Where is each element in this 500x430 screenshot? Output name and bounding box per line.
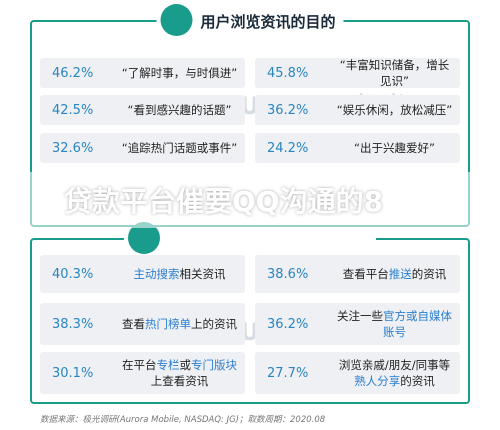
item-text: “看到感兴趣的话题” [127,103,232,117]
item-percent: 27.7% [267,365,309,381]
item-text: “追踪热门话题或事件” [121,141,238,155]
item-cell: 30.1% 在平台专栏或专门版块上查看资讯 [40,352,245,394]
text-part: 或 [179,358,192,372]
item-percent: 42.5% [52,102,94,118]
icon [160,4,193,36]
item-percent: 36.2% [267,316,309,332]
item-percent: 32.6% [52,140,94,156]
item-text: 查看平台推送的资讯 [335,266,460,282]
text-part: 专栏 [156,358,180,372]
item-cell: 42.5% “看到感兴趣的话题” [40,95,245,125]
text-part: 上的资讯 [191,317,237,331]
source: 数据来源：极光调研(Aurora Mobile, NASDAQ: JG)；取数周… [40,415,326,425]
section-title: 用户浏览资讯的目的 [156,4,344,36]
item-text: “丰富知识储备，增长见识” [339,58,450,88]
item-text: “了解时事，与时俱进” [121,66,238,80]
item-percent: 30.1% [52,365,94,381]
banner: 贷款平台催要QQ沟通的8 [0,172,500,228]
text-part: 官方或自媒体账号 [383,309,452,339]
item-text: 主动搜索相关资讯 [120,266,245,282]
item-cell: 36.2% “娱乐休闲，放松减压” [255,95,460,125]
item-text: “出于兴趣爱好” [354,141,435,155]
item-percent: 46.2% [52,65,94,81]
item-percent: 38.6% [267,266,309,282]
item-percent: 45.8% [267,65,309,81]
item-cell: 27.7% 浏览亲戚/朋友/同事等熟人分享的资讯 [255,352,460,394]
item-cell: 24.2% “出于兴趣爱好” [255,133,460,163]
text-part: 的资讯 [411,267,447,281]
item-cell: 36.2% 关注一些官方或自媒体账号 [255,303,460,345]
section-title [124,222,376,254]
item-text: 查看热门榜单上的资讯 [120,316,245,332]
title-text: 用户浏览资讯的目的 [200,13,336,31]
text-part: 专门版块 [191,358,237,372]
item-percent: 24.2% [267,140,309,156]
item-text: 浏览亲戚/朋友/同事等熟人分享的资讯 [335,357,460,389]
item-text: 在平台专栏或专门版块上查看资讯 [120,357,245,389]
text-part: 浏览亲戚/朋友/同事等 [338,358,451,372]
item-cell: 40.3% 主动搜索相关资讯 [40,255,245,293]
text-part: 上查看资讯 [150,374,209,388]
text-part: 的资讯 [400,374,435,388]
text-part: 相关资讯 [179,267,226,281]
text-part: 推送 [388,267,412,281]
item-percent: 36.2% [267,102,309,118]
item-cell: 46.2% “了解时事，与时俱进” [40,58,245,88]
text-part: 主动搜索 [133,267,180,281]
text-part: 熟人分享 [354,374,401,388]
text-part: 在平台 [122,358,157,372]
text-part: 查看 [122,317,145,331]
text-part: 查看平台 [342,267,389,281]
item-text: “娱乐休闲，放松减压” [336,103,453,117]
item-cell: 38.3% 查看热门榜单上的资讯 [40,303,245,345]
item-text: 关注一些官方或自媒体账号 [335,308,460,340]
text-part: 热门榜单 [145,317,191,331]
item-percent: 40.3% [52,266,94,282]
item-cell: 45.8% “丰富知识储备，增长见识” [255,58,460,88]
item-percent: 38.3% [52,316,94,332]
item-cell: 38.6% 查看平台推送的资讯 [255,255,460,293]
text-part: 关注一些 [337,309,383,323]
item-cell: 32.6% “追踪热门话题或事件” [40,133,245,163]
